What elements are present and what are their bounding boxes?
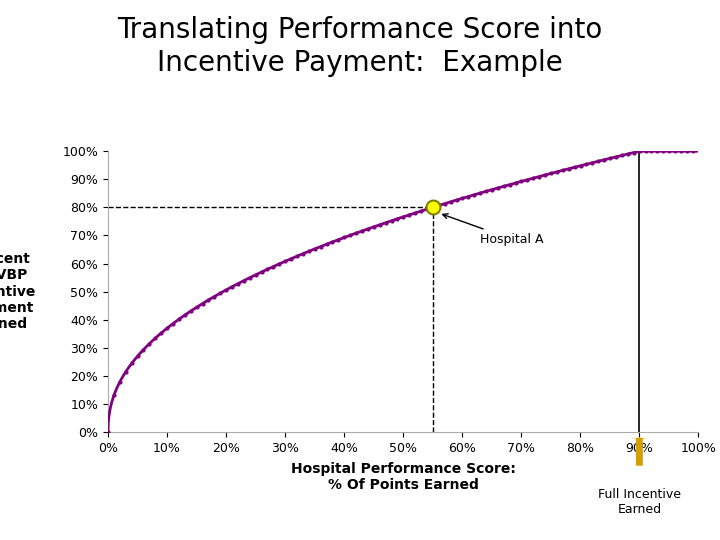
Text: Translating Performance Score into
Incentive Payment:  Example: Translating Performance Score into Incen… — [117, 16, 603, 77]
Text: Full Incentive
Earned: Full Incentive Earned — [598, 488, 681, 516]
Text: Hospital A: Hospital A — [443, 214, 544, 246]
Y-axis label: Percent
Of VBP
Incentive
Payment
Earned: Percent Of VBP Incentive Payment Earned — [0, 252, 36, 331]
X-axis label: Hospital Performance Score:
% Of Points Earned: Hospital Performance Score: % Of Points … — [291, 462, 516, 492]
Point — [427, 203, 438, 212]
